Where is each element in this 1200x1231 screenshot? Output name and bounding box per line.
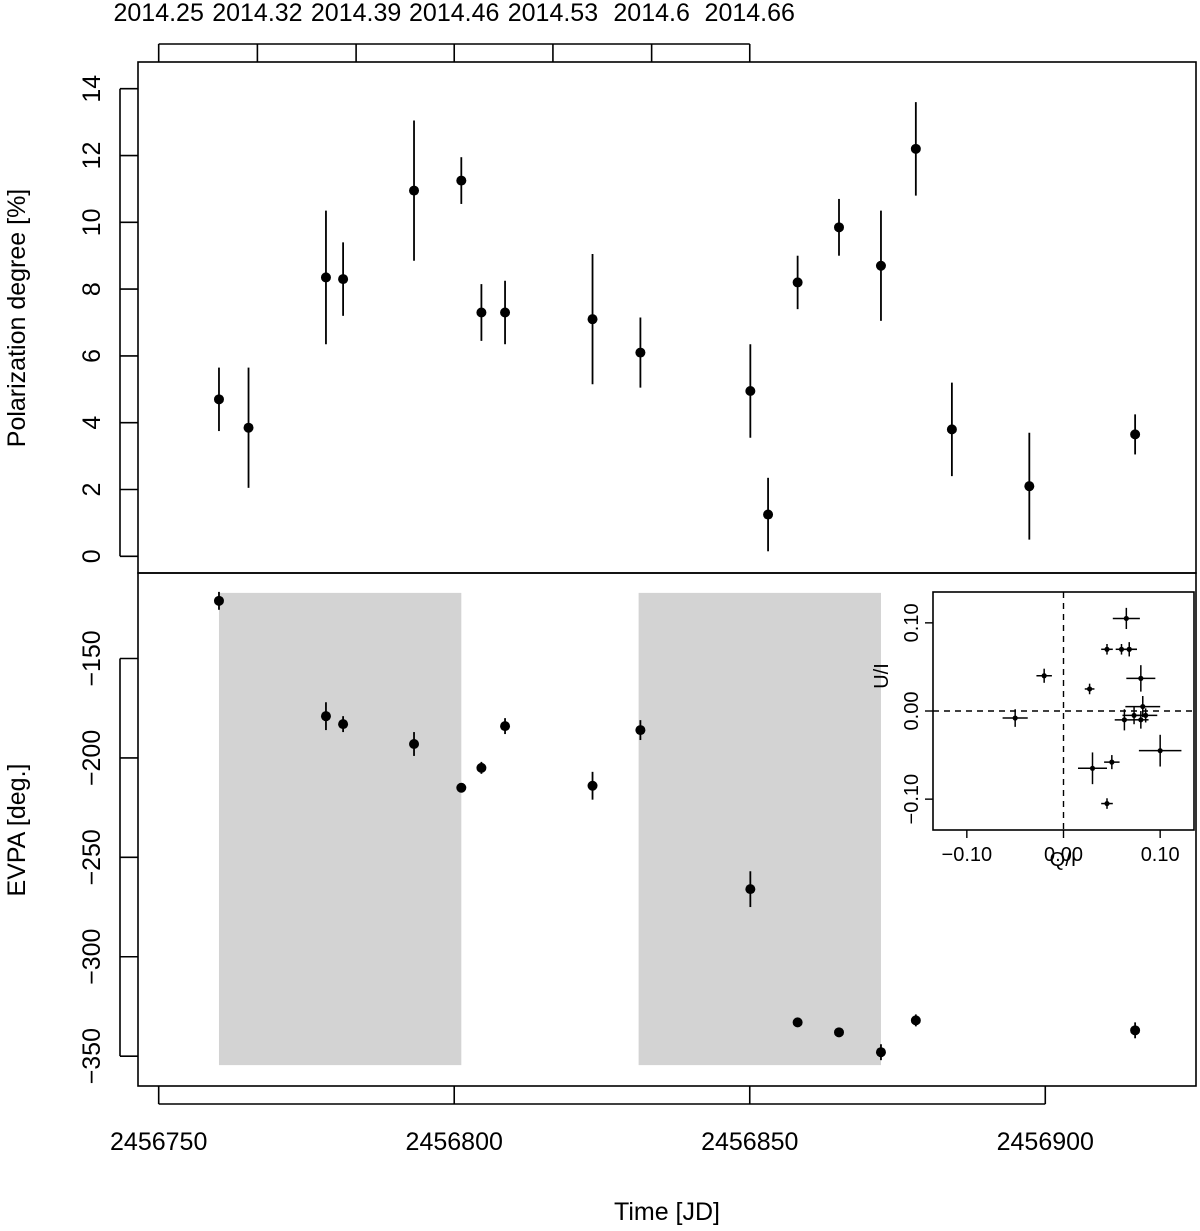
evpa-point xyxy=(745,884,756,895)
inset-points xyxy=(1002,607,1182,809)
evpa-point xyxy=(456,782,467,793)
top-y-tick-label: 8 xyxy=(78,282,106,296)
inset-point xyxy=(1041,673,1047,679)
inset-point xyxy=(1121,717,1127,723)
polarization-y-axis: 0 2 4 6 8 10 12 14 xyxy=(78,75,138,563)
polarization-points xyxy=(213,102,1141,552)
polarization-point xyxy=(476,307,487,318)
inset-x-tick-label: 0.00 xyxy=(1044,844,1083,866)
inset-point xyxy=(1109,759,1115,765)
inset-axes: −0.10 0.00 0.10 −0.10 0.00 0.10 xyxy=(901,592,1194,866)
inset-x-tick-label: −0.10 xyxy=(942,844,993,866)
bottom-y-tick-label: −250 xyxy=(78,829,106,885)
inset-point xyxy=(1138,717,1144,723)
evpa-point xyxy=(833,1027,844,1038)
bottom-y-tick-label: −350 xyxy=(78,1028,106,1084)
top-y-axis-title: Polarization degree [%] xyxy=(3,189,31,447)
inset-point xyxy=(1104,646,1110,652)
evpa-point xyxy=(875,1047,886,1058)
top-y-tick-label: 12 xyxy=(78,142,106,170)
inset-y-tick-label: −0.10 xyxy=(901,774,923,825)
bottom-x-tick-label: 2456800 xyxy=(406,1128,503,1156)
inset-point xyxy=(1138,675,1144,681)
inset-y-tick-label: 0.00 xyxy=(901,692,923,731)
polarization-point xyxy=(213,394,224,405)
inset-x-tick-label: 0.10 xyxy=(1141,844,1180,866)
evpa-point xyxy=(500,721,511,732)
evpa-point xyxy=(409,739,420,749)
inset-point xyxy=(1143,712,1149,719)
polarization-point xyxy=(320,272,331,283)
polarization-point xyxy=(875,260,886,271)
top-axis-tick-label: 2014.66 xyxy=(705,0,795,27)
polarization-point xyxy=(745,385,756,396)
polarization-point xyxy=(635,347,646,358)
evpa-point xyxy=(213,595,224,606)
evpa-point xyxy=(910,1015,921,1026)
bottom-x-tick-label: 2456750 xyxy=(110,1128,207,1156)
polarization-point xyxy=(946,424,957,435)
top-axis-tick-label: 2014.25 xyxy=(113,0,203,27)
top-axis-tick-label: 2014.46 xyxy=(409,0,499,27)
polarization-point xyxy=(1024,481,1035,492)
top-y-tick-label: 4 xyxy=(78,416,106,430)
bottom-y-tick-label: −150 xyxy=(78,630,106,686)
bottom-panel-frame xyxy=(137,572,1197,1087)
top-axis-tick-label: 2014.6 xyxy=(613,0,689,27)
polarization-point xyxy=(409,185,420,196)
polarization-point xyxy=(456,175,467,186)
inset-point xyxy=(1012,715,1018,721)
top-axis: 2014.25 2014.32 2014.39 2014.46 2014.53 2014.… xyxy=(113,0,795,62)
inset-y-tick-label: 0.10 xyxy=(901,603,923,642)
evpa-point xyxy=(476,762,487,773)
polarization-point xyxy=(792,277,803,288)
evpa-y-axis: −150 −200 −250 −300 −350 xyxy=(78,630,138,1084)
inset-point xyxy=(1123,615,1129,622)
evpa-point xyxy=(1130,1025,1141,1036)
polarization-point xyxy=(587,314,598,325)
inset-point xyxy=(1089,765,1096,771)
top-axis-tick-label: 2014.39 xyxy=(311,0,401,27)
inset-y-axis-title: U/I xyxy=(871,663,893,689)
polarization-point xyxy=(763,509,774,520)
bottom-y-axis-title: EVPA [deg.] xyxy=(3,764,31,897)
shaded-interval xyxy=(638,592,881,1066)
evpa-points xyxy=(213,591,1141,1061)
evpa-point xyxy=(320,711,331,722)
bottom-x-axis-title: Time [JD] xyxy=(614,1198,720,1226)
bottom-x-tick-label: 2456850 xyxy=(701,1128,798,1156)
top-y-tick-label: 6 xyxy=(78,349,106,363)
inset-point xyxy=(1140,703,1146,710)
evpa-point xyxy=(792,1017,803,1028)
inset-point xyxy=(1087,686,1093,692)
inset-point xyxy=(1104,800,1110,807)
bottom-y-tick-label: −300 xyxy=(78,929,106,985)
evpa-point xyxy=(587,780,598,791)
top-y-tick-label: 0 xyxy=(78,549,106,563)
top-y-tick-label: 14 xyxy=(78,75,106,103)
inset-x-axis-title: Q/I xyxy=(1050,849,1077,871)
polarization-point xyxy=(833,222,844,233)
top-axis-tick-label: 2014.53 xyxy=(508,0,598,27)
evpa-point xyxy=(338,719,349,730)
top-y-tick-label: 10 xyxy=(78,208,106,236)
shaded-intervals xyxy=(218,592,881,1066)
inset-point xyxy=(1157,748,1163,754)
polarization-point xyxy=(910,143,921,154)
inset-point xyxy=(1126,646,1132,652)
bottom-y-tick-label: −200 xyxy=(78,730,106,786)
polarization-point xyxy=(500,307,511,318)
polarization-point xyxy=(1130,429,1141,440)
polarization-point xyxy=(243,422,254,433)
polarization-point xyxy=(338,274,349,285)
bottom-x-tick-label: 2456900 xyxy=(997,1128,1094,1156)
shaded-interval xyxy=(218,592,462,1066)
time-x-axis: 2456750 2456800 2456850 2456900 xyxy=(110,1086,1094,1156)
top-axis-tick-label: 2014.32 xyxy=(212,0,302,27)
top-y-tick-label: 2 xyxy=(78,483,106,497)
evpa-point xyxy=(635,725,646,736)
